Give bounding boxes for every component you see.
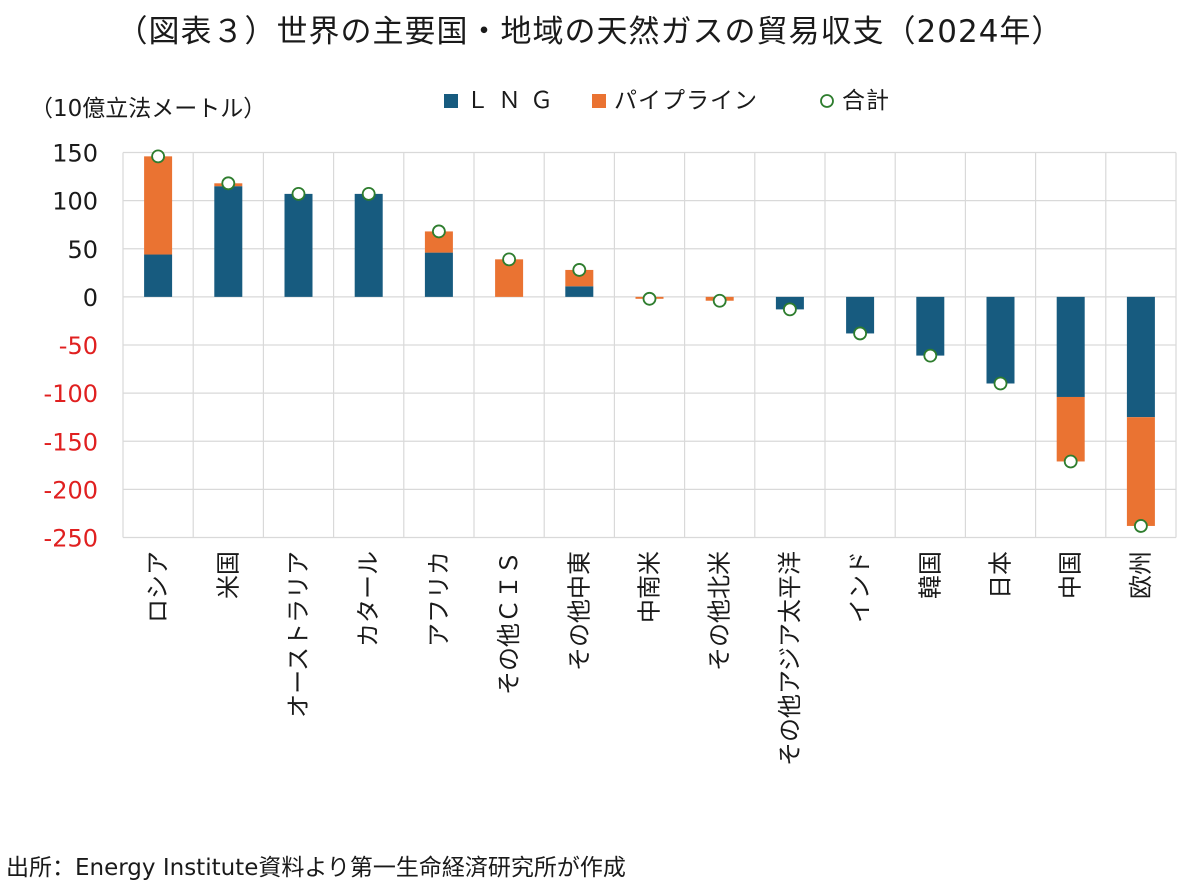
chart-title: （図表３）世界の主要国・地域の天然ガスの貿易収支（2024年）	[116, 14, 1064, 50]
x-tick-label: ロシア	[144, 551, 172, 623]
y-tick-label: 100	[52, 188, 98, 216]
y-tick-label: 50	[67, 236, 98, 264]
total-marker	[431, 224, 446, 239]
x-tick-label: カタール	[355, 551, 383, 647]
total-marker	[151, 149, 166, 164]
legend-label: ＬＮＧ	[466, 88, 562, 114]
total-marker	[361, 186, 376, 201]
total-marker	[712, 293, 727, 308]
x-tick-label: 米国	[214, 551, 242, 599]
x-tick-label: その他アジア太平洋	[776, 551, 804, 766]
total-marker	[572, 263, 587, 277]
total-marker	[221, 176, 236, 191]
total-marker	[1134, 519, 1148, 533]
lng-bar	[144, 254, 173, 297]
total-marker	[291, 186, 306, 201]
total-marker	[1063, 454, 1078, 469]
legend-total: 合計	[820, 88, 890, 114]
x-tick-label: 中南米	[636, 551, 664, 623]
lng-bar	[916, 296, 945, 356]
lng-bar	[354, 193, 383, 297]
x-tick-label: その他北米	[706, 551, 734, 671]
x-tick-label: 日本	[987, 551, 1015, 599]
legend-label: 合計	[842, 88, 890, 114]
total-marker	[642, 291, 657, 306]
pipeline-bar	[565, 269, 594, 287]
pipeline-bar	[1056, 396, 1085, 462]
legend-pipeline: パイプライン	[592, 88, 758, 114]
lng-bar	[1126, 296, 1155, 418]
y-tick-label: 150	[52, 140, 98, 168]
y-axis-ticks: 150 100 50 0 -50 -100 -150 -200 -250	[44, 140, 98, 553]
y-tick-label: -150	[44, 428, 98, 456]
x-tick-label: インド	[846, 551, 874, 623]
y-tick-label: -200	[44, 476, 98, 504]
total-marker-layer	[151, 149, 1148, 533]
lng-bar	[986, 296, 1015, 384]
total-marker	[993, 376, 1008, 391]
x-tick-label: 中国	[1057, 551, 1085, 599]
x-tick-label: 欧州	[1127, 551, 1155, 599]
pipeline-bar	[1126, 417, 1155, 526]
lng-bar	[284, 193, 313, 297]
y-tick-label: -250	[44, 525, 98, 553]
legend-lng: ＬＮＧ	[444, 88, 562, 114]
legend-label: パイプライン	[614, 88, 758, 114]
lng-bar	[565, 286, 594, 297]
legend-swatch	[592, 94, 606, 108]
total-marker	[502, 252, 517, 267]
bar-layer	[144, 156, 1155, 526]
lng-bar	[214, 186, 243, 297]
x-tick-label: 韓国	[916, 551, 944, 599]
total-marker	[923, 348, 938, 363]
total-marker	[853, 326, 867, 341]
legend-swatch	[444, 94, 458, 108]
x-tick-label: その他ＣＩＳ	[495, 551, 523, 695]
x-tick-label: オーストラリア	[285, 551, 313, 718]
lng-bar	[424, 252, 453, 297]
y-tick-label: 0	[83, 284, 98, 312]
x-axis-labels: ロシア 米国 オーストラリア カタール アフリカ その他ＣＩＳ その他中東 中南米 その他北米 そ…	[144, 551, 1155, 766]
horizontal-gridlines	[123, 151, 1176, 539]
y-tick-label: -100	[44, 380, 98, 408]
lng-bar	[1056, 296, 1085, 397]
x-tick-label: その他中東	[565, 551, 593, 671]
legend-marker	[820, 94, 834, 108]
x-tick-label: アフリカ	[425, 551, 453, 647]
total-marker	[783, 302, 797, 317]
y-tick-label: -50	[59, 332, 98, 360]
source-note: 出所：Energy Institute資料より第一生命経済研究所が作成	[6, 855, 626, 881]
legend: ＬＮＧ パイプライン 合計	[444, 88, 890, 114]
y-unit-label: （10億立法メートル）	[30, 96, 266, 122]
pipeline-bar	[424, 231, 453, 253]
pipeline-bar	[144, 156, 173, 255]
